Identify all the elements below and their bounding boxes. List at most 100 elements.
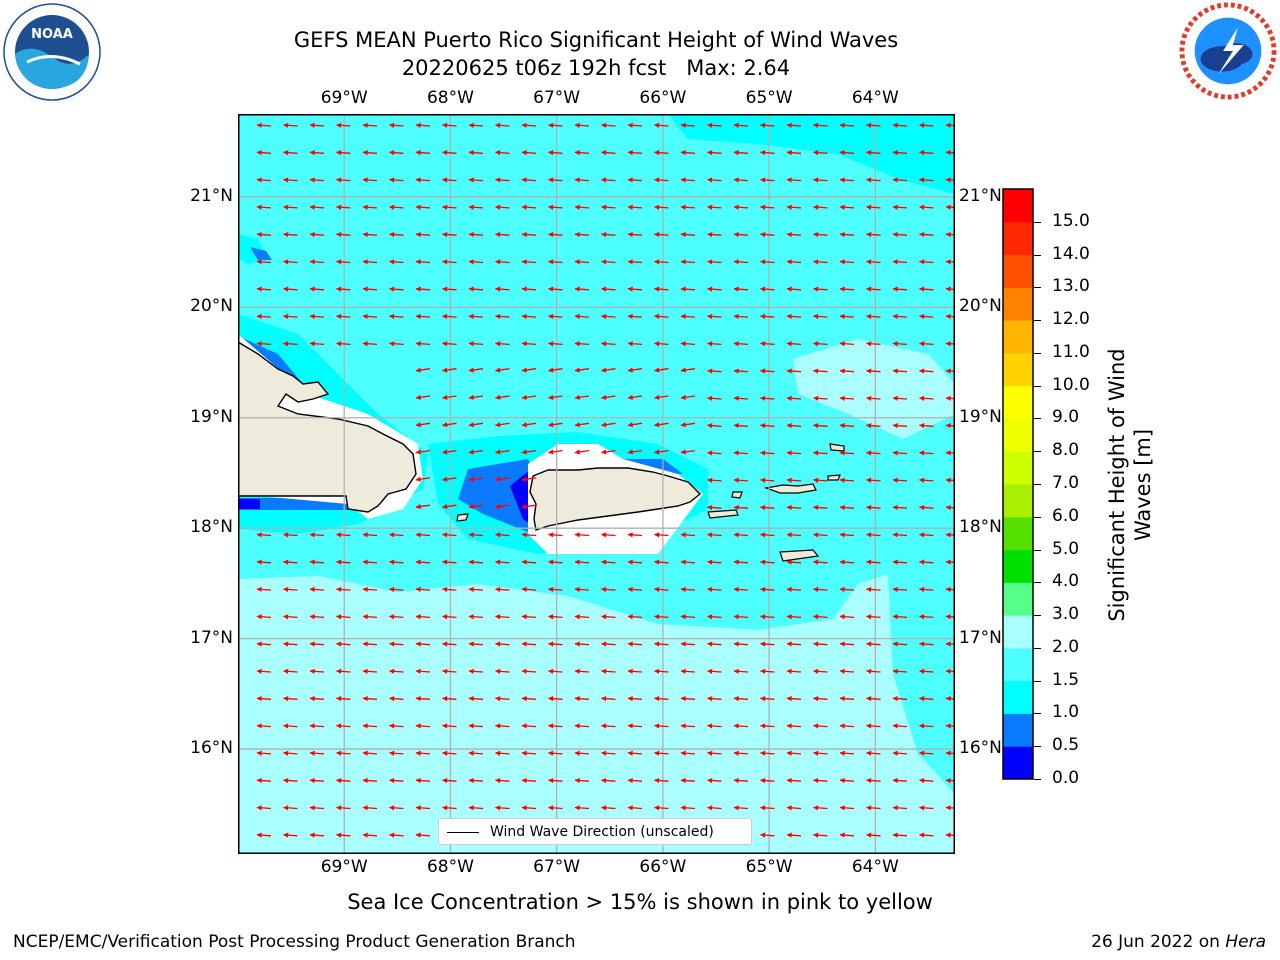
wave-direction-arrow (839, 341, 855, 347)
wave-direction-arrow (415, 394, 431, 400)
colorbar-tick-mark (1034, 549, 1041, 551)
wave-field-0.0-0.5-sw (238, 499, 260, 509)
wave-direction-arrow (945, 204, 955, 210)
wave-direction-arrow (812, 341, 828, 347)
land-st-croix (779, 549, 820, 562)
colorbar-tick-mark (1034, 647, 1041, 649)
wave-direction-arrow (282, 641, 298, 647)
wave-direction-arrow (282, 832, 298, 838)
wave-direction-arrow (865, 177, 881, 183)
wave-direction-arrow (494, 177, 510, 183)
wave-direction-arrow (468, 750, 484, 756)
wave-direction-arrow (839, 668, 855, 674)
wave-direction-arrow (680, 231, 696, 238)
wave-direction-arrow (415, 286, 431, 292)
wave-direction-arrow (441, 476, 457, 482)
wave-direction-arrow (256, 122, 272, 128)
wave-direction-arrow (918, 723, 934, 729)
wave-direction-arrow (892, 477, 908, 483)
wave-direction-arrow (335, 750, 351, 756)
wave-direction-arrow (945, 641, 955, 647)
wave-direction-arrow (627, 696, 643, 702)
land-puerto-rico (529, 467, 702, 531)
wave-direction-arrow (521, 805, 537, 811)
wave-direction-arrow (680, 394, 696, 400)
wave-direction-arrow (918, 204, 934, 210)
wave-direction-arrow (362, 341, 378, 347)
wave-direction-arrow (574, 367, 590, 373)
wave-direction-arrow (627, 805, 643, 811)
wave-direction-arrow (441, 341, 457, 347)
wave-direction-arrow (282, 668, 298, 674)
wave-direction-arrow (362, 586, 378, 593)
wave-direction-arrow (918, 668, 934, 674)
wave-direction-arrow (415, 449, 431, 455)
wave-direction-arrow (733, 204, 749, 210)
wave-direction-arrow (309, 668, 325, 674)
wave-direction-arrow (415, 503, 431, 510)
wave-direction-arrow (547, 204, 563, 210)
wave-direction-arrow (256, 586, 272, 593)
colorbar-cell (1003, 189, 1033, 223)
wave-direction-arrow (468, 367, 484, 373)
wave-direction-arrow (547, 559, 563, 565)
colorbar-tick-label: 3.0 (1052, 604, 1080, 625)
wave-direction-arrow (653, 614, 669, 620)
wave-direction-arrow (256, 723, 272, 729)
colorbar-cell (1003, 680, 1033, 714)
wave-direction-arrow (839, 313, 855, 320)
wave-direction-arrow (547, 777, 563, 784)
colorbar-tick-mark (1034, 320, 1041, 322)
wave-direction-arrow (706, 532, 722, 538)
wave-direction-arrow (600, 696, 616, 702)
wave-direction-arrow (547, 341, 563, 347)
wave-direction-arrow (441, 559, 457, 565)
wave-direction-arrow (892, 341, 908, 347)
wave-direction-arrow (415, 476, 431, 482)
wave-direction-arrow (494, 449, 510, 455)
wave-direction-arrow (441, 614, 457, 620)
wave-direction-arrow (733, 368, 749, 374)
wave-direction-arrow (653, 177, 669, 183)
wave-direction-arrow (335, 668, 351, 674)
wave-direction-arrow (759, 395, 775, 401)
wave-direction-arrow (653, 805, 669, 811)
wave-direction-arrow (309, 204, 325, 210)
wave-direction-arrow (335, 641, 351, 647)
lon-label-top: 66°W (639, 88, 687, 108)
wave-direction-arrow (256, 259, 272, 265)
lat-label-right: 16°N (959, 738, 1002, 759)
wave-direction-arrow (468, 696, 484, 702)
wave-direction-arrow (627, 614, 643, 620)
wave-direction-arrow (653, 777, 669, 784)
wave-direction-arrow (388, 204, 404, 210)
wave-direction-arrow (865, 368, 881, 374)
wave-direction-arrow (759, 204, 775, 210)
wave-direction-arrow (653, 668, 669, 674)
wave-direction-arrow (309, 231, 325, 238)
colorbar-tick-label: 9.0 (1052, 407, 1080, 428)
wave-direction-arrow (945, 559, 955, 565)
colorbar-cell (1003, 615, 1033, 649)
wave-direction-arrow (256, 150, 272, 156)
wave-direction-arrow (388, 586, 404, 593)
wave-direction-arrow (388, 805, 404, 811)
wave-direction-arrow (256, 286, 272, 292)
wave-direction-arrow (309, 150, 325, 156)
wave-direction-arrow (653, 367, 669, 373)
wave-direction-arrow (521, 614, 537, 620)
wave-direction-arrow (653, 449, 669, 455)
wave-direction-arrow (256, 614, 272, 620)
wave-direction-arrow (839, 122, 855, 128)
wave-direction-arrow (415, 204, 431, 210)
wave-direction-arrow (706, 150, 722, 156)
wave-direction-arrow (759, 805, 775, 811)
wave-direction-arrow (627, 559, 643, 565)
colorbar-tick-label: 0.5 (1052, 735, 1080, 756)
wave-direction-arrow (786, 832, 802, 838)
wave-direction-arrow (362, 259, 378, 265)
wave-direction-arrow (574, 231, 590, 238)
wave-direction-arrow (945, 423, 955, 429)
wave-direction-arrow (786, 423, 802, 429)
wave-direction-arrow (839, 696, 855, 702)
